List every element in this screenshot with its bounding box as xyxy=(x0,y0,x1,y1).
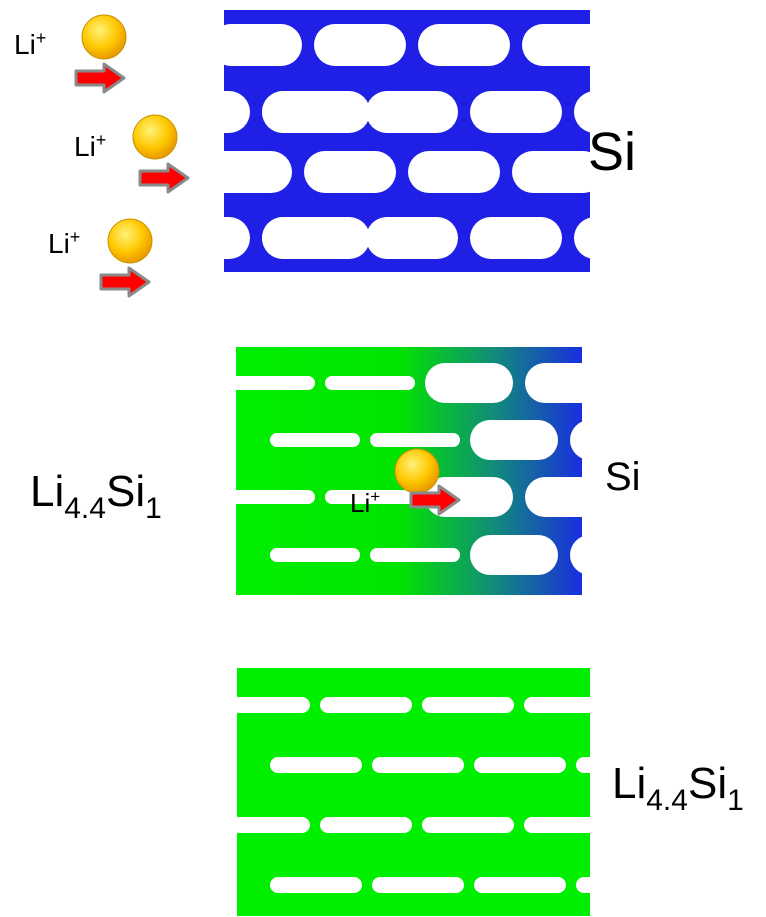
element: Li xyxy=(612,759,646,808)
pore xyxy=(225,490,315,504)
pore xyxy=(270,548,360,562)
pore xyxy=(470,535,558,575)
li-ion: Li+ xyxy=(14,15,126,92)
pore xyxy=(218,697,310,713)
li-ion: Li+ xyxy=(74,115,188,192)
pore xyxy=(210,24,302,66)
pore xyxy=(314,24,406,66)
ion-symbol: Li xyxy=(48,228,70,259)
ion-charge: + xyxy=(370,487,380,506)
ion-symbol: Li xyxy=(14,29,36,60)
pore xyxy=(522,24,614,66)
arrow xyxy=(76,64,124,92)
pore xyxy=(270,877,362,893)
pore xyxy=(422,817,514,833)
pore xyxy=(425,363,513,403)
ion-sphere xyxy=(108,219,152,263)
arrow xyxy=(101,268,149,296)
pore xyxy=(270,433,360,447)
pore xyxy=(418,24,510,66)
pore xyxy=(320,817,412,833)
pore xyxy=(576,877,668,893)
pore xyxy=(574,217,666,259)
pore xyxy=(474,757,566,773)
pore xyxy=(524,817,616,833)
pore xyxy=(320,697,412,713)
formula-label: Li4.4Si1 xyxy=(612,759,744,817)
pore xyxy=(225,376,315,390)
ion-label: Li+ xyxy=(14,28,46,60)
pore xyxy=(370,548,460,562)
ion-charge: + xyxy=(36,28,47,48)
pore xyxy=(408,151,500,193)
pore xyxy=(366,91,458,133)
ion-label: Li+ xyxy=(48,227,80,259)
subscript: 4.4 xyxy=(646,784,688,817)
pore xyxy=(524,697,616,713)
pore xyxy=(525,477,613,517)
pore xyxy=(158,217,250,259)
pore xyxy=(570,535,658,575)
pore xyxy=(200,151,292,193)
pore xyxy=(422,697,514,713)
ion-sphere xyxy=(395,449,439,493)
subscript: 4.4 xyxy=(64,492,106,525)
pore xyxy=(372,757,464,773)
pore xyxy=(470,91,562,133)
pore xyxy=(325,376,415,390)
ion-label: Li+ xyxy=(74,130,106,162)
subscript: 1 xyxy=(145,492,162,525)
pore xyxy=(262,217,370,259)
pore xyxy=(218,817,310,833)
ion-symbol: Li xyxy=(74,131,96,162)
pore xyxy=(366,217,458,259)
element: Si xyxy=(106,467,145,516)
ion-symbol: Li xyxy=(350,488,370,518)
ion-charge: + xyxy=(70,227,81,247)
pore xyxy=(262,91,370,133)
material-label: Si xyxy=(605,455,641,499)
pore xyxy=(474,877,566,893)
diagram: Li+ Li+ Li+ Si Li+ Li4.4Si1 Si Li4.4Si1 xyxy=(0,0,766,917)
element: Li xyxy=(30,467,64,516)
pore xyxy=(270,757,362,773)
subscript: 1 xyxy=(727,784,744,817)
ion-sphere xyxy=(133,115,177,159)
pore xyxy=(304,151,396,193)
pore xyxy=(570,420,658,460)
pore xyxy=(470,217,562,259)
arrow xyxy=(140,164,188,192)
formula-label: Li4.4Si1 xyxy=(30,467,162,525)
material-label: Si xyxy=(588,122,636,182)
element: Si xyxy=(688,759,727,808)
pore xyxy=(372,877,464,893)
ion-charge: + xyxy=(96,130,107,150)
pore xyxy=(470,420,558,460)
ion-sphere xyxy=(82,15,126,59)
li-ion: Li+ xyxy=(48,219,152,296)
pore xyxy=(370,433,460,447)
pore xyxy=(525,363,613,403)
